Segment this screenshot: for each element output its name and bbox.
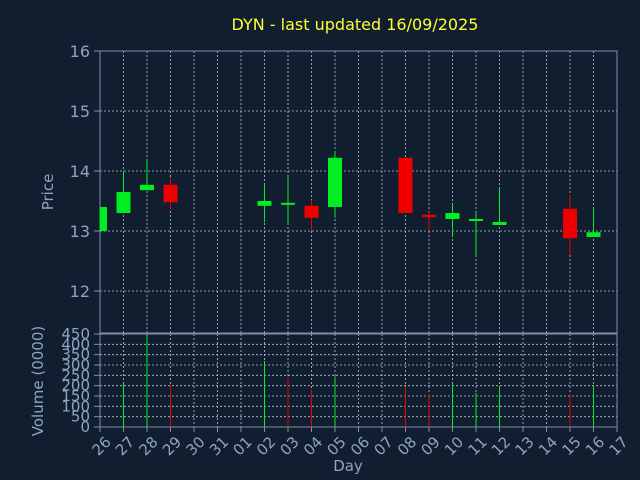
candle-body [398,157,413,213]
candle-body [281,202,295,205]
volume-tick-label: 300 [61,356,90,374]
candle-body [116,192,131,213]
candlestick-series [99,151,601,255]
day-tick-label: 15 [559,433,585,459]
candle-body [492,222,507,225]
day-tick-label: 06 [347,433,373,459]
candle-body [163,184,178,203]
volume-axis-label: Volume (0000) [29,326,47,436]
day-tick-label: 05 [324,433,350,459]
price-tick-label: 15 [70,102,90,121]
candle-body [257,201,272,206]
day-tick-label: 01 [230,433,256,459]
volume-tick-label: 150 [61,387,90,405]
price-axis-label: Price [39,174,57,211]
day-tick-label: 16 [582,433,608,459]
price-tick-labels: 12 13 14 15 16 [70,42,100,301]
day-tick-label: 27 [112,433,138,459]
volume-tick-label: 350 [61,346,90,364]
day-tick-label: 04 [300,433,326,459]
volume-gridlines [99,333,618,428]
volume-series [123,336,594,427]
candle-body [422,214,436,218]
day-tick-label: 31 [206,433,232,459]
day-tick-label: 03 [277,433,303,459]
day-tick-label: 13 [512,433,538,459]
candle-body [586,232,601,237]
candle-body [304,205,319,218]
day-tick-label: 28 [136,433,162,459]
day-tick-label: 09 [418,433,444,459]
price-panel-frame [99,50,618,334]
day-tick-labels: 2627282930310102030405060708091011121314… [89,427,632,459]
day-tick-label: 10 [441,433,467,459]
volume-tick-label: 200 [61,377,90,395]
day-tick-label: 11 [465,433,491,459]
candle-body [445,213,460,219]
volume-tick-label: 400 [61,335,90,353]
day-axis-label: Day [333,457,363,475]
candle-body [140,184,154,191]
day-tick-label: 07 [371,433,397,459]
day-tick-label: 08 [394,433,420,459]
price-tick-label: 13 [70,222,90,241]
candle-body [328,157,342,207]
day-tick-label: 02 [253,433,279,459]
volume-tick-label: 250 [61,366,90,384]
price-tick-label: 14 [70,162,90,181]
day-tick-label: 17 [606,433,632,459]
day-tick-label: 29 [159,433,185,459]
volume-tick-label: 100 [61,397,90,415]
candle-body [469,219,483,221]
price-gridlines [99,50,618,333]
price-tick-label: 16 [70,42,90,61]
volume-tick-label: 50 [71,408,90,426]
volume-tick-label: 0 [80,418,90,436]
day-tick-label: 12 [488,433,514,459]
volume-tick-label: 450 [61,325,90,343]
candle-body [100,207,107,231]
day-tick-label: 30 [183,433,209,459]
candle-body [563,208,577,239]
chart-title: DYN - last updated 16/09/2025 [232,15,479,34]
day-tick-label: 14 [535,433,561,459]
price-tick-label: 12 [70,282,90,301]
day-tick-label: 26 [89,433,115,459]
